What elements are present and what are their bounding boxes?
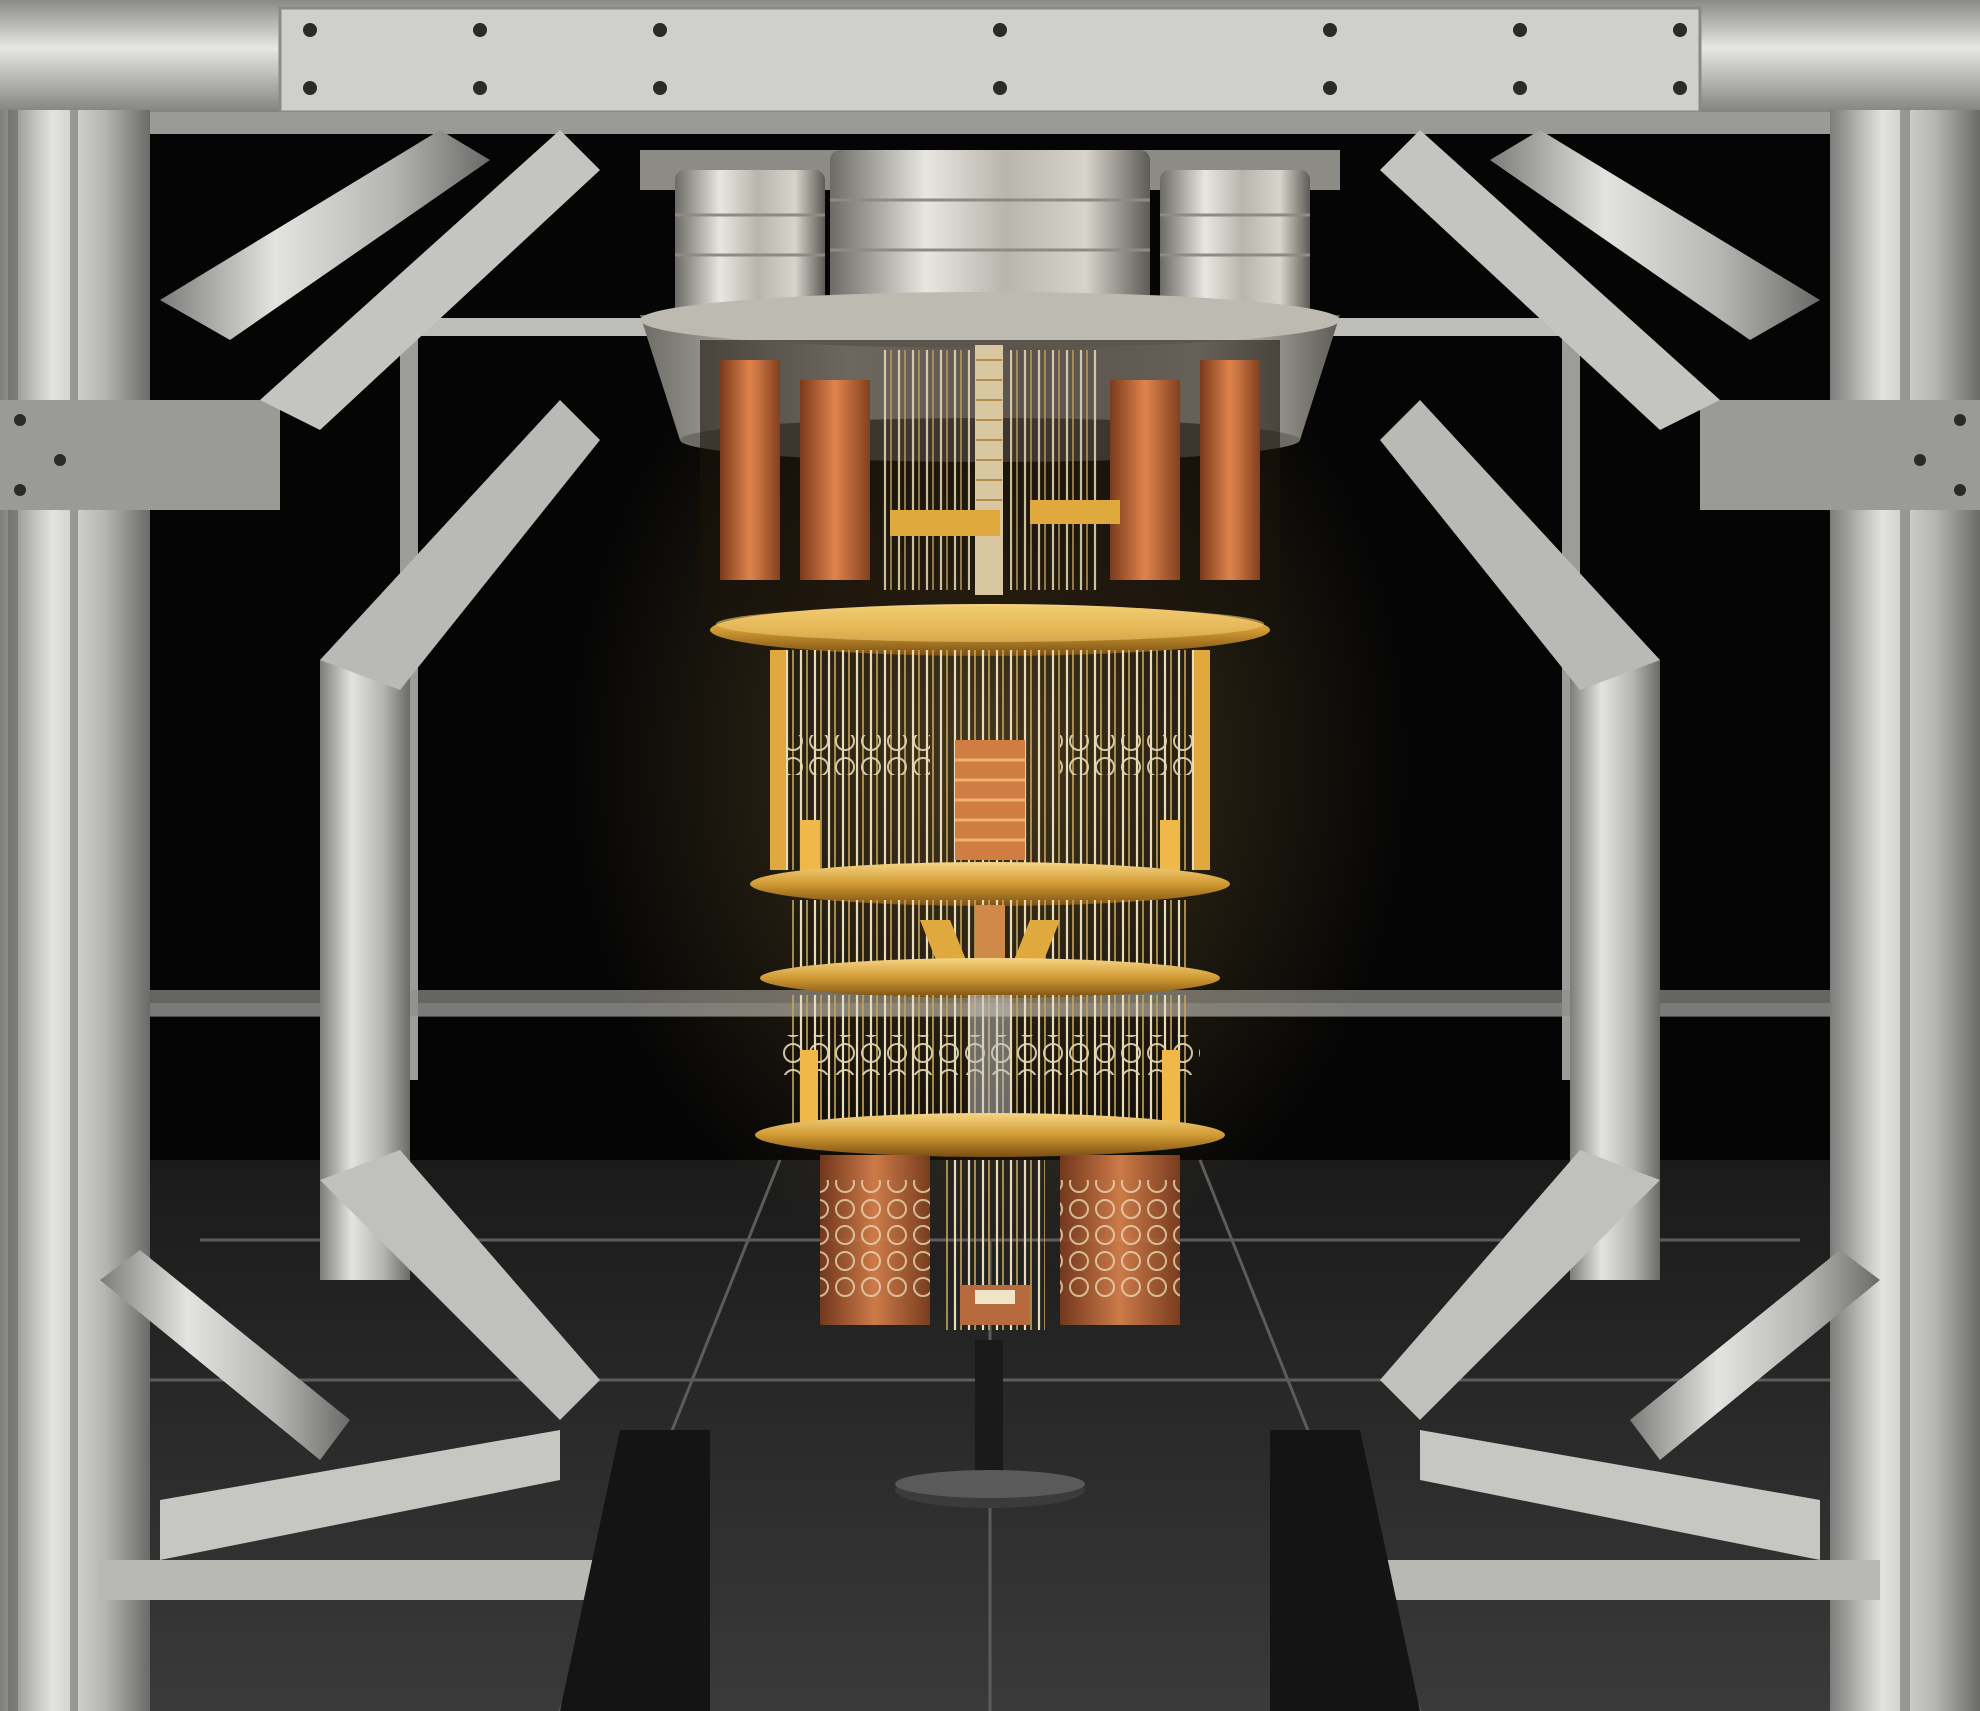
top-beam <box>0 0 1980 134</box>
plate-4 <box>755 1113 1225 1157</box>
upper-stage <box>700 340 1280 610</box>
bottom-stage <box>820 1155 1180 1330</box>
stage-4-wiring <box>780 995 1200 1130</box>
plate-2 <box>750 862 1230 906</box>
plate-1 <box>710 604 1270 656</box>
stage-2-wiring <box>770 650 1210 880</box>
plate-3 <box>760 958 1220 998</box>
left-frame <box>0 110 710 1711</box>
right-frame <box>1270 110 1980 1711</box>
stand <box>895 1340 1085 1508</box>
